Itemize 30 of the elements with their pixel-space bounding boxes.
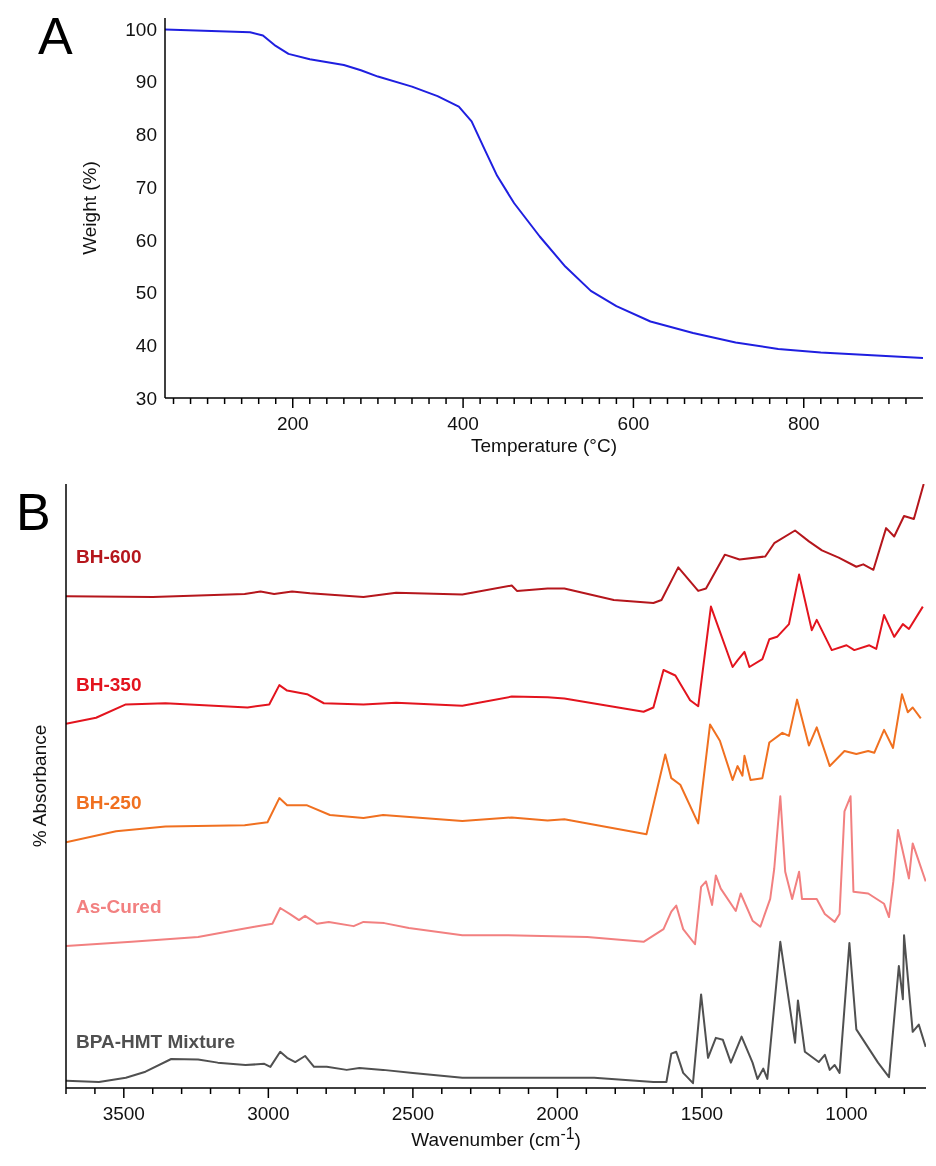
x-tick-label: 1500 <box>680 1103 724 1124</box>
y-tick-label: 70 <box>135 176 157 198</box>
y-tick-label: 80 <box>135 124 157 146</box>
chart-title: B <box>16 483 51 541</box>
x-tick-label: 2000 <box>536 1103 579 1124</box>
x-tick-label: 2500 <box>391 1103 435 1124</box>
y-tick-label: 100 <box>125 18 157 40</box>
x-tick-label: 800 <box>787 413 820 434</box>
x-tick-label: 400 <box>447 413 479 434</box>
y-tick-label: 60 <box>135 229 157 251</box>
line-series <box>165 28 923 359</box>
y-tick-label: 90 <box>135 71 157 93</box>
x-axis-title: Wavenumber (cm$^{-1}$) <box>411 1125 581 1152</box>
y-axis-title: % Absorbance <box>29 724 51 848</box>
x-tick-label: 600 <box>617 413 650 434</box>
chart-title: A <box>38 7 73 65</box>
series-label: As-Cured <box>76 896 162 919</box>
x-tick-label: 200 <box>276 413 309 434</box>
y-tick-label: 50 <box>135 282 157 304</box>
y-tick-label: 40 <box>135 335 157 357</box>
x-axis-title: Temperature (°C) <box>471 435 617 457</box>
x-tick-label: 1000 <box>825 1103 868 1124</box>
series-label: BPA-HMT Mixture <box>76 1030 236 1053</box>
x-tick-label: 3500 <box>102 1103 145 1124</box>
series-label: BH-350 <box>76 673 142 696</box>
y-tick-label: 30 <box>135 388 157 409</box>
y-axis-title: Weight (%) <box>79 161 101 255</box>
x-tick-label: 3000 <box>247 1103 290 1124</box>
series-label: BH-250 <box>76 792 142 815</box>
series-label: BH-600 <box>76 546 142 569</box>
